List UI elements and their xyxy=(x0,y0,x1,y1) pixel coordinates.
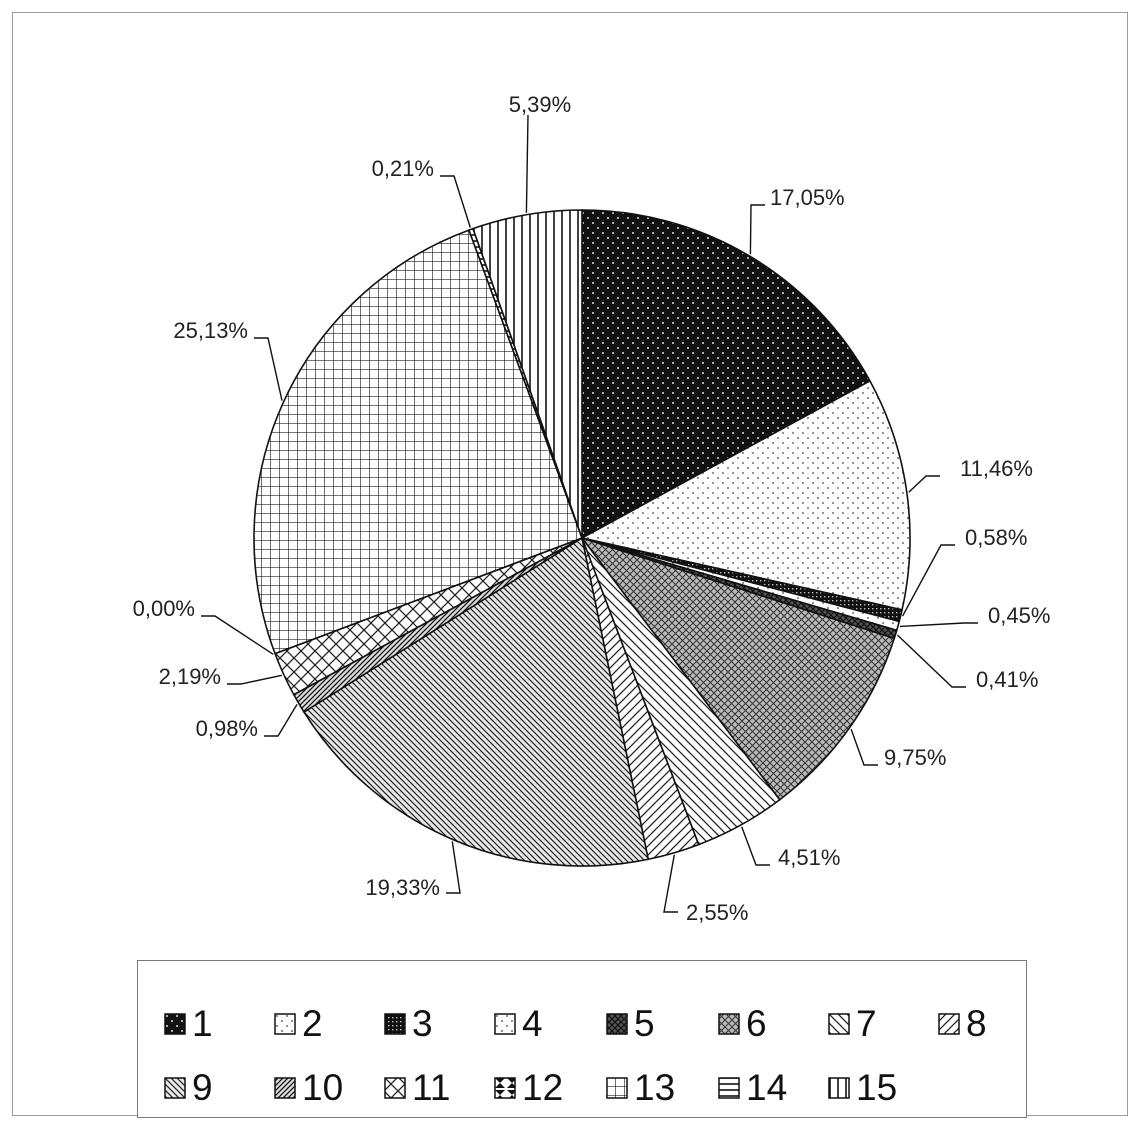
leader-line-11 xyxy=(227,674,283,685)
leader-line-2 xyxy=(908,475,940,493)
leader-line-14 xyxy=(440,175,471,228)
data-label-5: 0,41% xyxy=(976,667,1038,692)
legend-swatch-1 xyxy=(164,1012,186,1035)
data-label-8: 2,55% xyxy=(686,900,748,925)
leader-line-3 xyxy=(901,544,955,617)
legend-label-3: 3 xyxy=(412,1003,433,1044)
pie-chart: 17,05% 11,46% 0,58% 0,45% 0,41% 9,75% 4,51% 2,5… xyxy=(133,92,1051,925)
data-label-12: 0,00% xyxy=(133,596,195,621)
legend-item-10: 10 xyxy=(274,1069,343,1106)
leader-line-7 xyxy=(741,826,770,866)
data-label-15: 5,39% xyxy=(509,92,571,117)
leader-line-4 xyxy=(899,622,978,628)
legend-label-15: 15 xyxy=(856,1067,898,1108)
data-label-14: 0,21% xyxy=(372,156,434,181)
leader-line-8 xyxy=(663,854,678,913)
data-label-11: 2,19% xyxy=(159,664,221,689)
data-label-6: 9,75% xyxy=(884,745,946,770)
legend-swatch-6 xyxy=(718,1012,740,1035)
leader-line-5 xyxy=(896,634,966,688)
pie-slices xyxy=(253,209,911,867)
pie-leader-lines xyxy=(201,114,978,913)
leader-line-9 xyxy=(446,841,461,894)
leader-line-15 xyxy=(525,114,529,213)
legend-label-13: 13 xyxy=(634,1067,676,1108)
legend-item-12: 12 xyxy=(494,1069,563,1106)
legend-swatch-7 xyxy=(828,1012,850,1035)
data-label-4: 0,45% xyxy=(988,603,1050,628)
legend-label-9: 9 xyxy=(192,1067,213,1108)
data-label-13: 25,13% xyxy=(173,318,248,343)
legend-item-1: 1 xyxy=(164,1005,213,1042)
legend-swatch-9 xyxy=(164,1076,186,1099)
legend-swatch-8 xyxy=(938,1012,960,1035)
legend-label-8: 8 xyxy=(966,1003,987,1044)
legend: 1 2 3 4 5 6 7 8 9 10 11 12 13 14 15 xyxy=(137,960,1027,1118)
legend-item-4: 4 xyxy=(494,1005,543,1042)
legend-label-10: 10 xyxy=(302,1067,344,1108)
pie-slice-2 xyxy=(579,379,911,611)
legend-label-5: 5 xyxy=(634,1003,655,1044)
legend-swatch-11 xyxy=(384,1076,406,1099)
legend-label-2: 2 xyxy=(302,1003,323,1044)
legend-swatch-2 xyxy=(274,1012,296,1035)
legend-item-3: 3 xyxy=(384,1005,433,1042)
legend-item-5: 5 xyxy=(606,1005,655,1042)
legend-label-6: 6 xyxy=(746,1003,767,1044)
legend-swatch-5 xyxy=(606,1012,628,1035)
legend-label-11: 11 xyxy=(412,1067,451,1108)
data-label-1: 17,05% xyxy=(770,185,845,210)
legend-swatch-14 xyxy=(718,1076,740,1099)
leader-line-12 xyxy=(201,615,274,655)
leader-line-1 xyxy=(749,204,765,255)
legend-item-13: 13 xyxy=(606,1069,675,1106)
legend-item-2: 2 xyxy=(274,1005,323,1042)
legend-swatch-10 xyxy=(274,1076,296,1099)
pie-slice-15 xyxy=(471,209,583,539)
data-label-10: 0,98% xyxy=(196,716,258,741)
legend-item-14: 14 xyxy=(718,1069,787,1106)
pie-slice-13 xyxy=(253,229,584,655)
legend-item-9: 9 xyxy=(164,1069,213,1106)
legend-item-15: 15 xyxy=(828,1069,897,1106)
pie-slice-6 xyxy=(579,536,896,801)
legend-swatch-15 xyxy=(828,1076,850,1099)
data-label-3: 0,58% xyxy=(965,525,1027,550)
pie-data-labels: 17,05% 11,46% 0,58% 0,45% 0,41% 9,75% 4,51% 2,5… xyxy=(133,92,1051,925)
data-label-7: 4,51% xyxy=(778,845,840,870)
pie-slice-1 xyxy=(581,209,872,540)
legend-item-7: 7 xyxy=(828,1005,877,1042)
data-label-2: 11,46% xyxy=(960,456,1033,481)
data-label-9: 19,33% xyxy=(365,875,440,900)
leader-line-10 xyxy=(264,704,298,737)
leader-line-13 xyxy=(254,337,283,401)
pie-slice-9 xyxy=(302,536,650,867)
legend-label-4: 4 xyxy=(522,1003,543,1044)
legend-swatch-13 xyxy=(606,1076,628,1099)
legend-swatch-3 xyxy=(384,1012,406,1035)
legend-item-8: 8 xyxy=(938,1005,987,1042)
legend-label-1: 1 xyxy=(192,1003,213,1044)
legend-label-12: 12 xyxy=(522,1067,564,1108)
legend-label-7: 7 xyxy=(856,1003,877,1044)
legend-item-6: 6 xyxy=(718,1005,767,1042)
legend-swatch-12 xyxy=(494,1076,516,1099)
leader-line-6 xyxy=(850,728,878,766)
legend-swatch-4 xyxy=(494,1012,516,1035)
legend-label-14: 14 xyxy=(746,1067,788,1108)
legend-item-11: 11 xyxy=(384,1069,450,1106)
